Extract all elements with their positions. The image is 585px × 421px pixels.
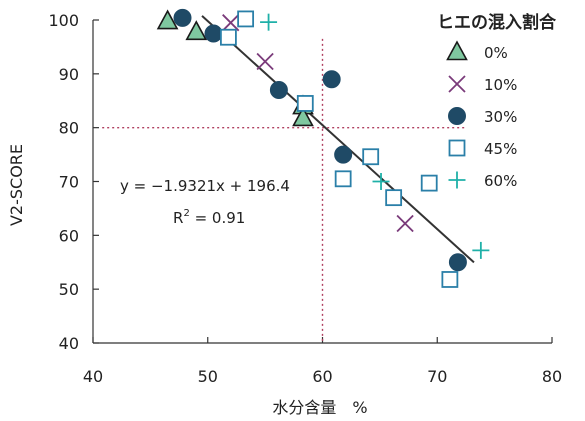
legend-item: 60% bbox=[448, 171, 517, 190]
data-point bbox=[372, 173, 390, 190]
y-tick-label: 50 bbox=[59, 280, 79, 299]
square-marker-shape bbox=[220, 28, 237, 46]
series-circle bbox=[173, 8, 467, 272]
legend-item: 30% bbox=[448, 107, 517, 126]
x-marker-stroke bbox=[222, 14, 240, 32]
triangle-marker-shape bbox=[185, 20, 208, 41]
triangle-marker-shape bbox=[292, 106, 314, 127]
square-marker-shape bbox=[237, 10, 255, 28]
square-marker-shape bbox=[441, 271, 459, 288]
y-tick-label: 100 bbox=[48, 11, 79, 30]
r-squared-value: = 0.91 bbox=[190, 209, 246, 227]
legend-item: 10% bbox=[448, 75, 517, 94]
circle-marker-shape bbox=[173, 8, 192, 27]
data-point bbox=[472, 241, 490, 259]
circle-marker-shape bbox=[334, 145, 353, 164]
data-point bbox=[237, 10, 255, 28]
x-marker-stroke bbox=[396, 214, 414, 233]
data-point bbox=[385, 189, 403, 207]
data-point bbox=[396, 214, 414, 233]
legend-marker bbox=[446, 40, 468, 61]
x-tick-label: 70 bbox=[427, 367, 447, 386]
legend-marker bbox=[448, 107, 466, 125]
r-squared-label: R2 = 0.91 bbox=[173, 208, 245, 227]
data-point bbox=[156, 9, 179, 30]
legend-label: 30% bbox=[484, 108, 517, 126]
data-point bbox=[322, 70, 341, 89]
y-tick-label: 60 bbox=[59, 226, 79, 245]
data-point bbox=[441, 271, 459, 288]
triangle-marker-shape bbox=[446, 40, 468, 61]
x-tick-label: 60 bbox=[312, 367, 332, 386]
legend: ヒエの混入割合 0% 10% 30% 45% 60% bbox=[437, 12, 557, 190]
r-squared-r: R bbox=[173, 209, 183, 227]
legend-marker bbox=[448, 139, 466, 157]
y-tick-label: 80 bbox=[59, 119, 79, 138]
data-point bbox=[173, 8, 192, 27]
x-tick-label: 40 bbox=[83, 367, 103, 386]
data-point bbox=[185, 20, 208, 41]
series-square bbox=[220, 10, 459, 288]
y-axis-label: V2-SCORE bbox=[7, 144, 26, 226]
data-point bbox=[220, 28, 237, 46]
legend-label: 10% bbox=[484, 76, 517, 94]
data-point bbox=[362, 148, 380, 166]
circle-marker-shape bbox=[204, 24, 223, 43]
legend-item: 0% bbox=[446, 40, 508, 62]
series-plus bbox=[260, 13, 490, 259]
y-tick-label: 40 bbox=[59, 334, 79, 353]
legend-item: 45% bbox=[448, 139, 517, 158]
circle-marker-shape bbox=[322, 70, 341, 89]
square-marker-shape bbox=[448, 139, 466, 157]
legend-marker bbox=[448, 75, 466, 93]
plot-area: 40 50 60 70 80 40 50 60 70 80 90 100 bbox=[48, 8, 562, 386]
square-marker-shape bbox=[420, 174, 438, 192]
data-point bbox=[222, 14, 240, 32]
square-marker-shape bbox=[385, 189, 403, 207]
circle-marker-shape bbox=[269, 80, 288, 99]
legend-label: 45% bbox=[484, 140, 517, 158]
data-point bbox=[334, 170, 352, 188]
x-marker-stroke bbox=[256, 52, 274, 71]
data-point bbox=[256, 52, 274, 71]
legend-marker bbox=[448, 171, 466, 189]
square-marker-shape bbox=[334, 170, 352, 188]
square-marker-shape bbox=[362, 148, 380, 166]
data-point bbox=[269, 80, 288, 99]
regression-line bbox=[201, 15, 475, 264]
data-point bbox=[448, 253, 467, 272]
data-point bbox=[260, 13, 278, 31]
triangle-marker-shape bbox=[156, 9, 179, 30]
data-point bbox=[296, 95, 314, 112]
legend-title: ヒエの混入割合 bbox=[437, 12, 557, 33]
data-point bbox=[292, 106, 314, 127]
x-marker-stroke bbox=[448, 75, 466, 93]
legend-label: 60% bbox=[484, 172, 517, 190]
circle-marker-shape bbox=[448, 253, 467, 272]
regression-equation: y = −1.9321x + 196.4 bbox=[120, 177, 290, 195]
y-tick-label: 70 bbox=[59, 173, 79, 192]
series-x bbox=[222, 14, 414, 233]
x-axis-label: 水分含量 % bbox=[272, 398, 367, 417]
legend-label: 0% bbox=[484, 44, 508, 62]
data-point bbox=[420, 174, 438, 192]
r-squared-sup: 2 bbox=[183, 208, 189, 219]
data-point bbox=[204, 24, 223, 43]
square-marker-shape bbox=[296, 95, 314, 112]
x-tick-label: 50 bbox=[198, 367, 218, 386]
circle-marker-shape bbox=[448, 107, 466, 125]
x-tick-label: 80 bbox=[542, 367, 562, 386]
data-point bbox=[334, 145, 353, 164]
y-tick-label: 90 bbox=[59, 65, 79, 84]
